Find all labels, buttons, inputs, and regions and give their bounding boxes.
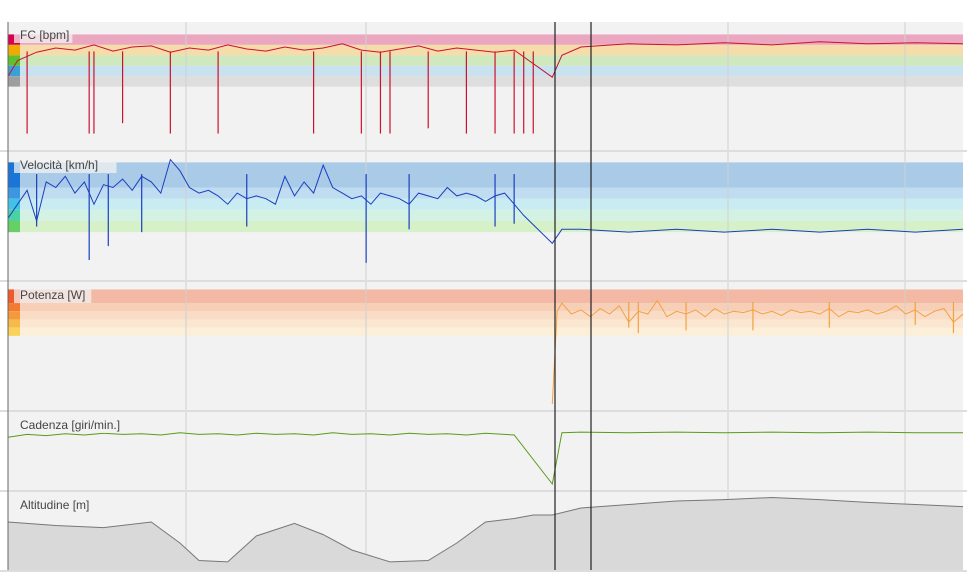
zone-band [8,44,963,56]
panel-title-label: Velocità [km/h] [14,157,117,173]
zone-band [8,162,963,188]
zone-band [8,34,963,45]
panel-title-bg [14,417,142,433]
series-area [8,497,963,570]
zone-band [8,289,963,304]
chart-panel: Velocità [km/h] [0,152,967,282]
chart-panel: FC [bpm] [0,22,967,152]
series-line [7,158,964,245]
segment-dividers [7,22,592,570]
panel-title-bg [14,27,73,43]
zone-tab [8,198,20,210]
panel-title-bg [14,157,117,173]
series-line [7,41,964,78]
zone-tab [8,209,20,221]
zone-tab [8,319,20,328]
panel-title-label: Cadenza [giri/min.] [14,417,142,433]
panel-title-label: Altitudine [m] [14,497,111,513]
panel-title: Potenza [W] [20,288,85,302]
panel-title: Velocità [km/h] [20,158,98,172]
zone-band [8,55,963,66]
zone-tab [8,44,20,56]
panel-title-label: FC [bpm] [14,27,73,43]
zone-tab [8,55,20,66]
chart-panel: Cadenza [giri/min.] [0,412,967,492]
zone-tab [8,311,20,320]
zone-tab [8,187,20,199]
zone-band [8,327,963,336]
chart-panel: Altitudine [m] [0,492,967,572]
zone-tab [8,76,20,87]
panel-title: Altitudine [m] [20,498,89,512]
panel-background [8,412,963,490]
zone-band [8,311,963,320]
panel-title: FC [bpm] [20,28,69,42]
zone-tab [8,65,20,77]
series-line [7,431,963,486]
zone-band [8,209,963,221]
zone-tab [8,327,20,336]
zone-tab [8,220,20,233]
zone-band [8,303,963,312]
panel-title: Cadenza [giri/min.] [20,418,120,432]
panel-title-label: Potenza [W] [14,287,92,303]
zone-band [8,220,963,233]
series-line [7,496,964,563]
panel-title-bg [14,497,111,513]
zone-tab [8,303,20,312]
chart-panel: Potenza [W] [0,282,967,412]
zone-band [8,65,963,77]
zone-band [8,198,963,210]
zone-band [8,319,963,328]
zone-band [8,187,963,199]
zone-band [8,76,963,87]
panel-title-bg [14,287,92,303]
